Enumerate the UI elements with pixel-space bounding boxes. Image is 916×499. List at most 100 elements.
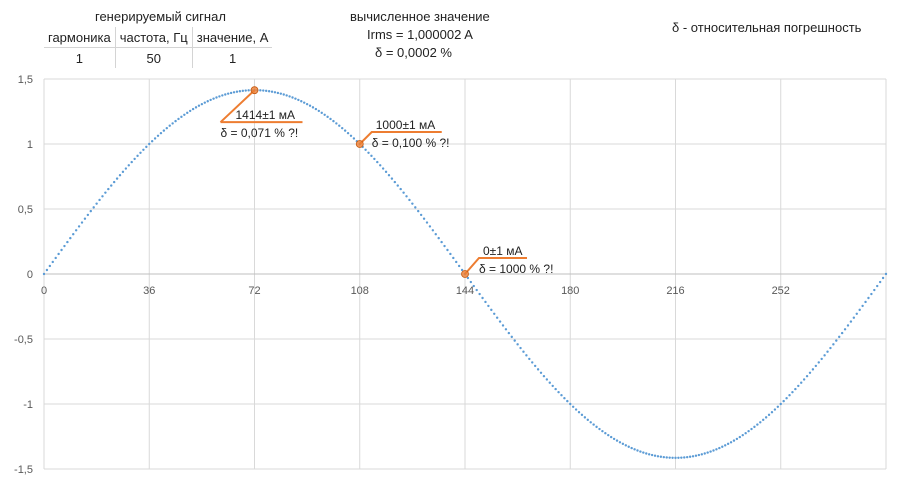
series-point xyxy=(478,292,481,296)
series-point xyxy=(493,312,496,315)
series-point xyxy=(490,308,493,312)
callout-delta-label: δ = 0,071 % ?! xyxy=(221,126,299,140)
series-point xyxy=(475,288,478,292)
series-point xyxy=(153,137,157,140)
series-point xyxy=(387,174,391,177)
series-point xyxy=(788,394,791,397)
series-point xyxy=(457,264,461,268)
series-point xyxy=(469,280,473,284)
series-point xyxy=(574,408,578,411)
series-point xyxy=(522,350,525,353)
series-point xyxy=(636,449,639,452)
series-point xyxy=(431,229,435,232)
series-point xyxy=(150,139,154,143)
series-point xyxy=(487,304,490,308)
series-point xyxy=(224,93,227,96)
x-tick-labels: 0 36 72 108 144 180 216 252 xyxy=(41,285,790,297)
series-point xyxy=(72,233,75,236)
series-point xyxy=(171,122,174,125)
signal-title: генерируемый сигнал xyxy=(95,9,226,24)
series-point xyxy=(238,90,242,93)
series-point xyxy=(712,449,715,452)
series-point xyxy=(89,209,92,213)
series-point xyxy=(560,394,563,397)
annotation-callout: 1000±1 мА δ = 0,100 % ?! xyxy=(355,118,449,150)
series-point xyxy=(548,381,551,384)
series-point xyxy=(148,142,151,146)
series-point xyxy=(338,124,341,127)
series-point xyxy=(724,444,727,447)
series-point xyxy=(411,202,414,205)
series-point xyxy=(498,320,502,323)
series-point xyxy=(186,111,189,115)
series-point xyxy=(566,399,569,403)
highlight-point xyxy=(355,140,364,148)
series-point xyxy=(449,252,452,256)
amplitude-value: 1 xyxy=(191,47,273,68)
series-point xyxy=(262,89,265,92)
series-point xyxy=(542,374,546,378)
y-tick-labels: 1,5 1 0,5 0 -0,5 -1 -1,5 xyxy=(14,74,33,476)
x-tick-label: 108 xyxy=(351,285,369,297)
series-point xyxy=(177,117,180,121)
series-point xyxy=(838,335,841,339)
series-point xyxy=(671,456,674,460)
y-tick-label: 0,5 xyxy=(18,204,33,216)
series-point xyxy=(563,397,566,400)
series-point xyxy=(776,405,780,409)
series-point xyxy=(466,276,470,280)
series-point xyxy=(104,191,107,194)
series-point xyxy=(291,96,294,99)
series-point xyxy=(554,387,557,391)
series-point xyxy=(688,455,692,458)
x-tick-label: 0 xyxy=(41,285,47,297)
series-point xyxy=(226,92,230,95)
series-point xyxy=(92,206,95,209)
delta-note: δ - относительная погрешность xyxy=(672,20,862,35)
series-point xyxy=(674,456,677,460)
series-point xyxy=(303,101,306,104)
series-point xyxy=(747,429,750,433)
series-point xyxy=(51,260,54,264)
series-point xyxy=(627,445,630,448)
signal-table: гармоника частота, Гц значение, А 1 50 1 xyxy=(44,27,273,68)
x-tick-label: 36 xyxy=(143,285,155,297)
series-point xyxy=(393,180,397,184)
series-point xyxy=(735,437,739,441)
series-point xyxy=(881,276,885,280)
series-point xyxy=(384,170,388,174)
series-point xyxy=(683,456,686,459)
series-point xyxy=(320,111,323,115)
series-point xyxy=(341,126,344,130)
series-point xyxy=(647,453,651,456)
y-tick-label: 0 xyxy=(27,269,33,281)
y-tick-label: 1 xyxy=(27,139,33,151)
series-point xyxy=(110,184,113,187)
series-point xyxy=(300,100,303,103)
series-point xyxy=(694,454,698,457)
series-point xyxy=(762,418,765,422)
series-point xyxy=(376,160,379,164)
series-point xyxy=(405,195,408,198)
series-point xyxy=(45,268,49,272)
series-point xyxy=(77,225,81,228)
y-tick-label: -1 xyxy=(23,399,33,411)
series-point xyxy=(54,256,57,260)
series-point xyxy=(598,427,601,431)
series-point xyxy=(852,316,856,319)
series-point xyxy=(569,402,572,406)
x-tick-label: 216 xyxy=(666,285,684,297)
series-point xyxy=(753,425,756,429)
series-point xyxy=(604,432,607,435)
series-point xyxy=(767,413,771,417)
series-point xyxy=(615,439,619,442)
series-point xyxy=(645,452,648,455)
series-point xyxy=(764,416,768,419)
series-point xyxy=(399,187,402,191)
series-point xyxy=(270,90,274,93)
series-point xyxy=(329,117,332,121)
series-point xyxy=(305,102,309,106)
series-point xyxy=(650,453,654,457)
series-point xyxy=(703,452,706,455)
series-point xyxy=(510,335,513,339)
